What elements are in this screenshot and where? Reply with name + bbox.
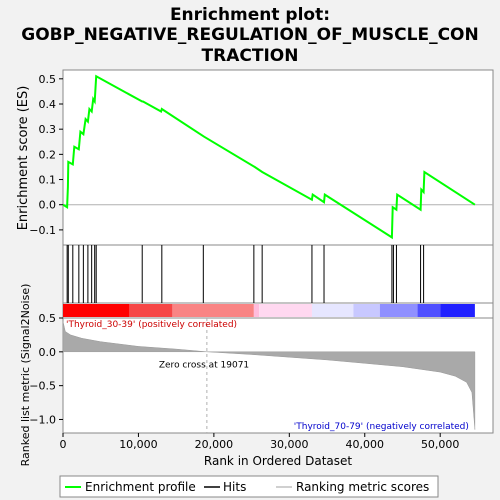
es-y-tick-label: 0.5 [39, 73, 57, 86]
rank-metric-y-tick-label: −0.5 [29, 380, 56, 393]
color-bar-segment [440, 304, 475, 317]
rank-metric-y-axis-label: Ranked list metric (Signal2Noise) [19, 284, 32, 467]
color-bar-segment [311, 304, 354, 317]
es-y-tick-label: 0.0 [39, 199, 57, 212]
color-bar-segment [253, 304, 260, 317]
x-tick-label: 40,000 [346, 438, 385, 451]
es-y-tick-label: −0.1 [29, 224, 56, 237]
es-y-axis-label: Enrichment score (ES) [16, 86, 31, 231]
color-bar [63, 304, 475, 317]
x-axis-label: Rank in Ordered Dataset [204, 454, 352, 468]
x-tick-label: 10,000 [119, 438, 158, 451]
es-y-tick-label: 0.4 [39, 98, 57, 111]
legend-frame [59, 475, 439, 498]
ranking-metric-area [62, 321, 476, 430]
color-bar-segment [129, 304, 173, 317]
rank-metric-y-axis: −1.0 −0.5 0.0 0.5 [29, 312, 63, 426]
hits-marks [66, 245, 425, 303]
color-bar-segment [353, 304, 380, 317]
chart-title-line-3: TRACTION [202, 46, 299, 66]
x-tick-label: 20,000 [195, 438, 234, 451]
legend-label-enrichment-profile: Enrichment profile [85, 480, 196, 494]
rank-metric-panel-frame [62, 317, 494, 434]
enrichment-profile-line [62, 74, 476, 240]
zero-cross-label: Zero cross at 19071 [159, 360, 249, 370]
es-y-tick-label: 0.2 [39, 148, 57, 161]
legend-label-ranking-metric-scores: Ranking metric scores [296, 480, 429, 494]
es-y-tick-label: 0.1 [39, 174, 57, 187]
rank-metric-y-tick-label: 0.0 [39, 346, 57, 359]
chart-title-line-1: Enrichment plot: [170, 5, 330, 25]
legend-label-hits: Hits [223, 480, 246, 494]
positive-correlation-label: 'Thyroid_30-39' (positively correlated) [66, 320, 237, 330]
color-bar-segment [63, 304, 130, 317]
x-tick-label: 30,000 [270, 438, 309, 451]
rank-metric-y-tick-label: 0.5 [39, 312, 57, 325]
chart-title-line-2: GOBP_NEGATIVE_REGULATION_OF_MUSCLE_CON [21, 25, 478, 45]
color-bar-segment [379, 304, 418, 317]
color-bar-segment [259, 304, 312, 317]
x-tick-label: 50,000 [421, 438, 460, 451]
es-y-tick-label: 0.3 [39, 123, 57, 136]
color-bar-segment [172, 304, 254, 317]
es-y-axis: −0.1 0.0 0.1 0.2 0.3 0.4 0.5 [29, 73, 63, 237]
x-tick-label: 0 [60, 438, 67, 451]
negative-correlation-label: 'Thyroid_70-79' (negatively correlated) [294, 422, 469, 432]
rank-metric-y-tick-label: −1.0 [29, 413, 56, 426]
es-panel-frame [62, 69, 494, 246]
x-axis: 0 10,000 20,000 30,000 40,000 50,000 [60, 433, 460, 451]
color-bar-segment [417, 304, 441, 317]
hits-panel-frame [62, 244, 494, 304]
